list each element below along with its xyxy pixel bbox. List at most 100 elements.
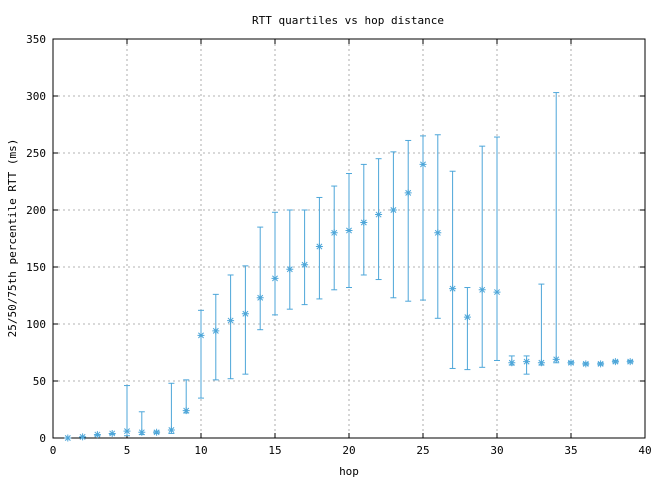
median-marker [123, 427, 131, 435]
data-point [182, 379, 190, 415]
median-marker [404, 189, 412, 197]
median-marker [79, 433, 87, 441]
median-marker [449, 285, 457, 293]
median-marker [345, 227, 353, 235]
median-marker [227, 317, 235, 325]
median-marker [493, 288, 501, 296]
median-marker [256, 294, 264, 302]
median-marker [552, 355, 560, 363]
data-point [138, 411, 146, 436]
median-marker [271, 274, 279, 282]
median-marker [286, 265, 294, 273]
median-marker [197, 331, 205, 339]
median-marker [463, 313, 471, 321]
data-point [567, 359, 575, 367]
median-marker [330, 229, 338, 237]
data-point [419, 135, 427, 301]
y-tick-label: 150 [26, 261, 46, 274]
x-tick-label: 35 [564, 444, 577, 457]
x-tick-label: 20 [342, 444, 355, 457]
y-tick-label: 50 [33, 375, 46, 388]
median-marker [108, 429, 116, 437]
data-point [463, 287, 471, 371]
data-point [227, 274, 235, 380]
x-tick-label: 5 [124, 444, 131, 457]
data-point [360, 163, 368, 276]
x-tick-label: 25 [416, 444, 429, 457]
data-point [301, 209, 309, 306]
median-marker [508, 359, 516, 367]
median-marker [389, 206, 397, 214]
data-point [153, 428, 161, 436]
median-marker [138, 428, 146, 436]
axis-ticks: 0 5 10 15 20 25 30 35 40 0 50 100 150 200 250 300 350 [26, 33, 652, 457]
median-marker [64, 434, 72, 442]
median-marker [523, 358, 531, 366]
data-point [108, 429, 116, 437]
data-point [375, 158, 383, 281]
data-point [212, 293, 220, 381]
data-point [493, 136, 501, 361]
data-point [552, 92, 560, 364]
data-point [434, 134, 442, 319]
median-marker [375, 211, 383, 219]
median-marker [419, 160, 427, 168]
data-point [345, 173, 353, 289]
data-point [271, 211, 279, 316]
data-point [315, 196, 323, 300]
x-tick-label: 0 [50, 444, 57, 457]
median-marker [611, 358, 619, 366]
data-point [523, 355, 531, 375]
x-tick-label: 30 [490, 444, 503, 457]
data-point [330, 185, 338, 291]
y-tick-label: 350 [26, 33, 46, 46]
median-marker [167, 426, 175, 434]
median-marker [315, 242, 323, 250]
median-marker [582, 360, 590, 368]
median-marker [182, 407, 190, 415]
data-point [611, 358, 619, 366]
data-point [478, 145, 486, 368]
chart-title: RTT quartiles vs hop distance [252, 14, 444, 27]
data-point [537, 283, 545, 367]
data-point [241, 265, 249, 375]
data-point [123, 385, 131, 437]
median-marker [301, 261, 309, 269]
median-marker [153, 428, 161, 436]
data-point [93, 431, 101, 439]
data-point [256, 226, 264, 331]
data-point [64, 434, 72, 442]
x-axis-label: hop [339, 465, 359, 478]
y-tick-label: 300 [26, 90, 46, 103]
median-marker [241, 310, 249, 318]
data-point [79, 433, 87, 441]
data-point [197, 309, 205, 399]
data-point [508, 355, 516, 367]
data-point [582, 360, 590, 368]
median-marker [597, 360, 605, 368]
median-marker [537, 359, 545, 367]
x-tick-label: 40 [638, 444, 651, 457]
data-point [286, 209, 294, 310]
y-axis-label: 25/50/75th percentile RTT (ms) [6, 139, 19, 338]
median-marker [626, 358, 634, 366]
data-point [597, 360, 605, 368]
median-marker [93, 431, 101, 439]
data-point [449, 170, 457, 369]
median-marker [434, 229, 442, 237]
y-tick-label: 0 [39, 432, 46, 445]
y-tick-label: 250 [26, 147, 46, 160]
median-marker [212, 327, 220, 335]
median-marker [360, 219, 368, 227]
data-point [167, 382, 175, 434]
data-point [626, 358, 634, 366]
x-tick-label: 10 [194, 444, 207, 457]
y-tick-label: 200 [26, 204, 46, 217]
data-point [389, 151, 397, 299]
median-marker [567, 359, 575, 367]
data-point [404, 139, 412, 302]
median-marker [478, 286, 486, 294]
y-tick-label: 100 [26, 318, 46, 331]
x-tick-label: 15 [268, 444, 281, 457]
